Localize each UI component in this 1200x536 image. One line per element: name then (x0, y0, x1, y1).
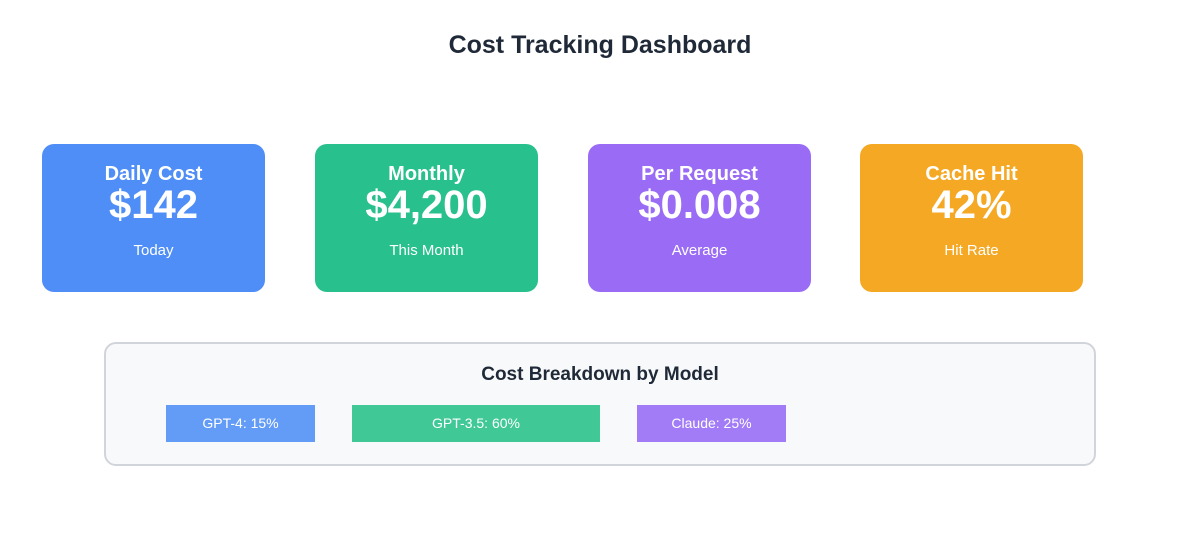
card-label: Per Request (641, 163, 758, 185)
breakdown-title: Cost Breakdown by Model (481, 364, 719, 385)
breakdown-bar-gpt4: GPT-4: 15% (166, 405, 315, 442)
card-label: Daily Cost (104, 163, 203, 185)
card-value: $0.008 (638, 183, 761, 227)
card-label: Monthly (388, 163, 465, 185)
monthly-cost-card: Monthly $4,200 This Month (315, 144, 538, 292)
card-value: $142 (109, 183, 198, 227)
breakdown-bar-claude: Claude: 25% (637, 405, 786, 442)
daily-cost-card: Daily Cost $142 Today (42, 144, 265, 292)
card-subtitle: Average (671, 242, 728, 259)
card-subtitle: Hit Rate (944, 242, 999, 259)
card-label: Cache Hit (925, 163, 1018, 185)
card-value: 42% (931, 183, 1012, 227)
cost-breakdown-panel: Cost Breakdown by Model GPT-4: 15% GPT-3… (104, 342, 1096, 466)
cache-hit-card: Cache Hit 42% Hit Rate (860, 144, 1083, 292)
breakdown-bar-gpt35: GPT-3.5: 60% (352, 405, 600, 442)
card-subtitle: Today (133, 242, 174, 259)
per-request-card: Per Request $0.008 Average (588, 144, 811, 292)
page-title: Cost Tracking Dashboard (448, 31, 752, 59)
card-subtitle: This Month (389, 242, 464, 259)
card-value: $4,200 (365, 183, 488, 227)
